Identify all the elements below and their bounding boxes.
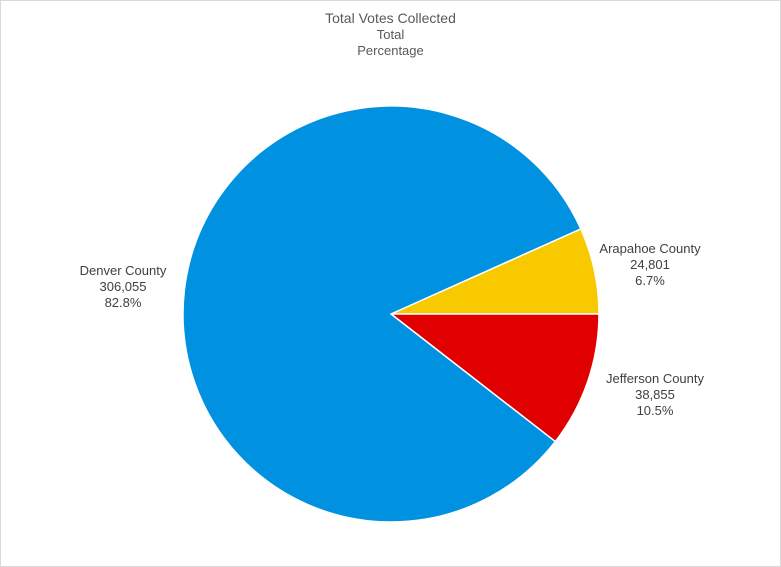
chart-title: Total Votes Collected xyxy=(325,10,456,26)
slice-percent-label: 10.5% xyxy=(637,403,674,418)
slice-value-label: 24,801 xyxy=(630,257,670,272)
slice-value-label: 38,855 xyxy=(635,387,675,402)
pie-slice-jefferson-county xyxy=(388,313,600,443)
slice-percent-label: 6.7% xyxy=(635,273,665,288)
chart-subtitle-percentage: Percentage xyxy=(357,43,424,58)
slice-percent-label: 82.8% xyxy=(105,295,142,310)
slice-value-label: 306,055 xyxy=(100,279,147,294)
slice-name-label: Denver County xyxy=(80,263,167,278)
chart-subtitle-total: Total xyxy=(376,27,405,42)
pie-slice-denver-county xyxy=(182,105,582,523)
slice-name-label: Arapahoe County xyxy=(599,241,701,256)
chart-titles: Total Votes Collected Total Percentage xyxy=(1,10,780,59)
slice-name-label: Jefferson County xyxy=(606,371,705,386)
